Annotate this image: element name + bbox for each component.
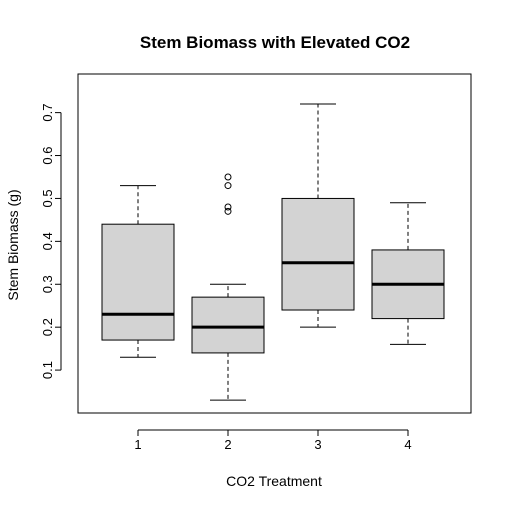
- y-tick-label: 0.2: [40, 318, 55, 336]
- outlier-point: [224, 173, 232, 181]
- y-tick-label: 0.1: [40, 361, 55, 379]
- chart-title: Stem Biomass with Elevated CO2: [140, 33, 410, 52]
- x-tick-label: 3: [314, 437, 321, 452]
- box-iqr: [191, 296, 265, 354]
- outlier-point: [224, 207, 232, 215]
- y-tick-label: 0.5: [40, 189, 55, 207]
- x-tick-label: 1: [134, 437, 141, 452]
- y-tick-label: 0.7: [40, 104, 55, 122]
- chart-marks: 0.1 0.2 0.3 0.4 0.5 0.6 0.7 1 2 3 4: [40, 103, 445, 452]
- box-iqr: [101, 223, 175, 341]
- y-tick-label: 0.6: [40, 146, 55, 164]
- x-tick-label: 2: [224, 437, 231, 452]
- x-tick-label: 4: [404, 437, 411, 452]
- plot-frame: [77, 73, 472, 414]
- y-axis-label: Stem Biomass (g): [5, 189, 21, 300]
- y-tick-label: 0.3: [40, 275, 55, 293]
- box-iqr: [281, 197, 355, 311]
- outlier-point: [224, 203, 232, 211]
- outlier-point: [224, 182, 232, 190]
- y-tick-label: 0.4: [40, 232, 55, 250]
- x-axis-label: CO2 Treatment: [226, 473, 322, 489]
